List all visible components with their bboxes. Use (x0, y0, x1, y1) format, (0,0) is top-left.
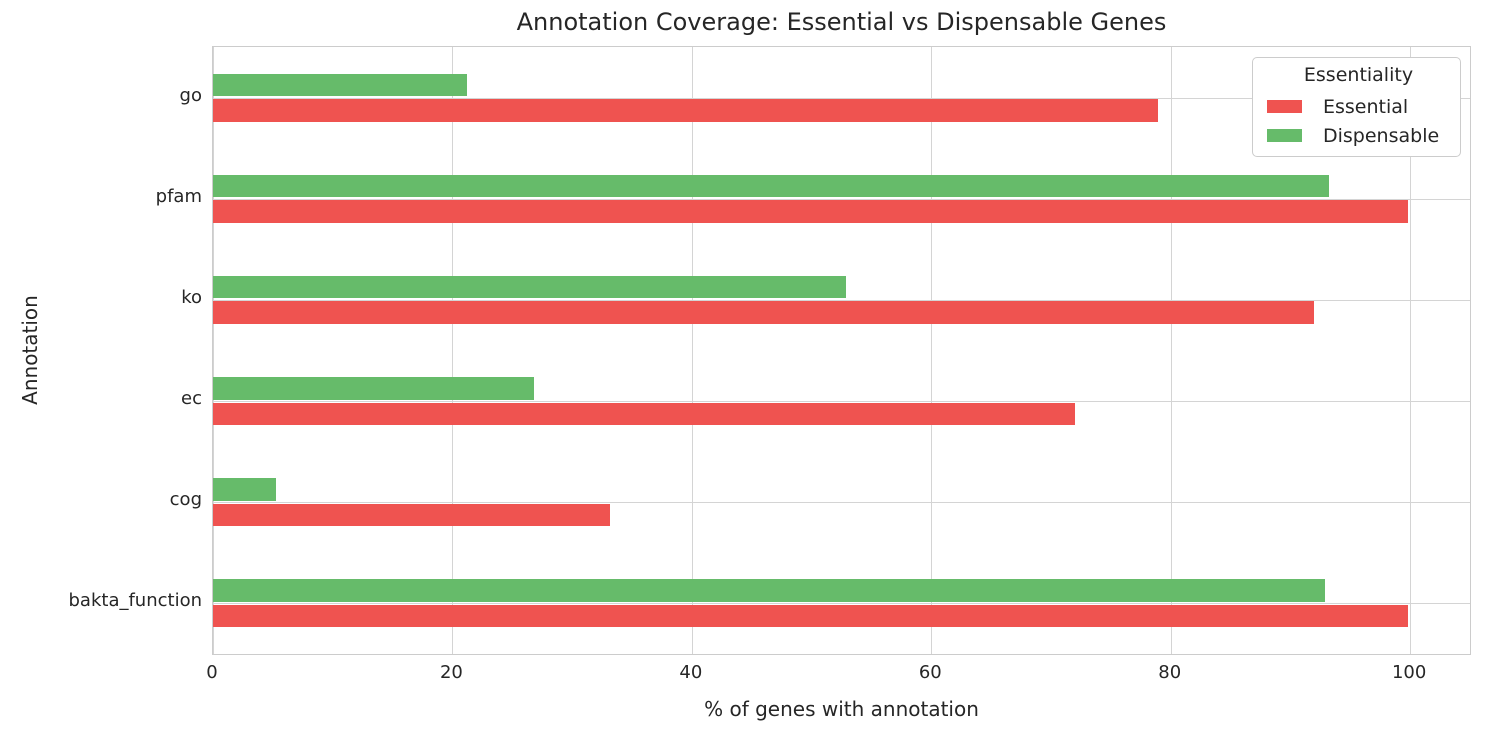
gridline-vertical (1170, 47, 1172, 654)
bar-bakta_function-dispensable (213, 579, 1326, 602)
x-tick-label: 40 (679, 662, 703, 683)
bar-ec-essential (213, 402, 1075, 426)
chart-title: Annotation Coverage: Essential vs Dispen… (516, 8, 1167, 36)
bar-ec-dispensable (213, 377, 534, 400)
bar-bakta_function-essential (213, 604, 1408, 628)
legend-item-essential: Essential (1267, 92, 1450, 121)
x-tick-label: 60 (918, 662, 942, 683)
y-tick-label: go (179, 84, 202, 106)
y-tick-label: bakta_function (68, 590, 203, 612)
gridline-vertical (691, 47, 693, 654)
gridline-horizontal (213, 97, 1470, 99)
legend-swatch-essential-icon (1267, 100, 1302, 113)
gridline-vertical (1410, 47, 1412, 654)
y-tick-label: ko (181, 286, 202, 308)
bar-ko-essential (213, 301, 1315, 324)
gridline-vertical (452, 47, 454, 654)
legend-item-label: Essential (1323, 95, 1409, 118)
x-tick-label: 20 (439, 662, 463, 683)
gridline-horizontal (213, 401, 1470, 403)
x-tick-label: 80 (1158, 662, 1182, 683)
bar-cog-essential (213, 503, 611, 527)
legend-title: Essentiality (1303, 64, 1414, 86)
y-tick-label: cog (169, 489, 202, 511)
legend-swatch-dispensable-icon (1267, 129, 1302, 142)
bar-pfam-essential (213, 200, 1408, 223)
legend: Essentiality Essential Dispensable (1252, 57, 1461, 157)
gridline-horizontal (213, 502, 1470, 504)
legend-item-dispensable: Dispensable (1267, 121, 1450, 150)
bar-ko-dispensable (213, 275, 847, 299)
y-tick-label: pfam (155, 185, 202, 207)
x-axis-label: % of genes with annotation (704, 697, 979, 721)
bar-cog-dispensable (213, 478, 277, 501)
y-tick-label: ec (181, 388, 202, 410)
gridline-horizontal (213, 198, 1470, 200)
gridline-horizontal (213, 603, 1470, 605)
x-tick-label: 100 (1391, 662, 1427, 683)
gridline-vertical (931, 47, 933, 654)
x-tick-label: 0 (206, 662, 218, 683)
bar-go-essential (213, 99, 1158, 122)
gridline-horizontal (213, 299, 1470, 301)
bar-go-dispensable (213, 73, 467, 97)
gridline-vertical (213, 47, 214, 654)
bar-pfam-dispensable (213, 174, 1329, 198)
legend-item-label: Dispensable (1323, 124, 1440, 147)
